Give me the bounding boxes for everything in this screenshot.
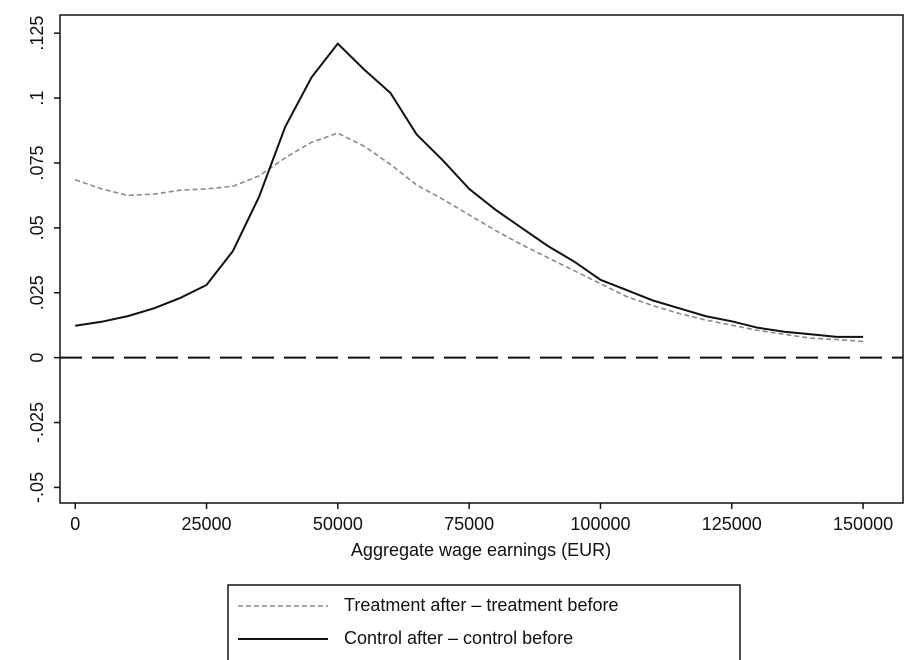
y-tick-label: .075 — [27, 145, 47, 180]
y-tick-label: -.025 — [27, 402, 47, 443]
y-tick-label: 0 — [27, 353, 47, 363]
y-tick-label: .025 — [27, 275, 47, 310]
x-tick-label: 0 — [70, 514, 80, 534]
x-tick-label: 100000 — [570, 514, 630, 534]
legend-label: Control after – control before — [344, 628, 573, 648]
y-tick-label: .1 — [27, 91, 47, 106]
x-tick-label: 125000 — [702, 514, 762, 534]
y-tick-label: .125 — [27, 16, 47, 51]
legend-box — [227, 584, 741, 660]
x-tick-label: 150000 — [833, 514, 893, 534]
plot-frame — [59, 14, 904, 504]
legend-label: Treatment after – treatment before — [344, 595, 618, 615]
x-tick-label: 25000 — [182, 514, 232, 534]
y-tick-label: .05 — [27, 215, 47, 240]
y-tick-label: -.05 — [27, 472, 47, 503]
x-tick-label: 50000 — [313, 514, 363, 534]
x-tick-label: 75000 — [444, 514, 494, 534]
series-line — [74, 132, 864, 343]
x-axis-label: Aggregate wage earnings (EUR) — [351, 540, 611, 560]
series-line — [75, 42, 864, 338]
